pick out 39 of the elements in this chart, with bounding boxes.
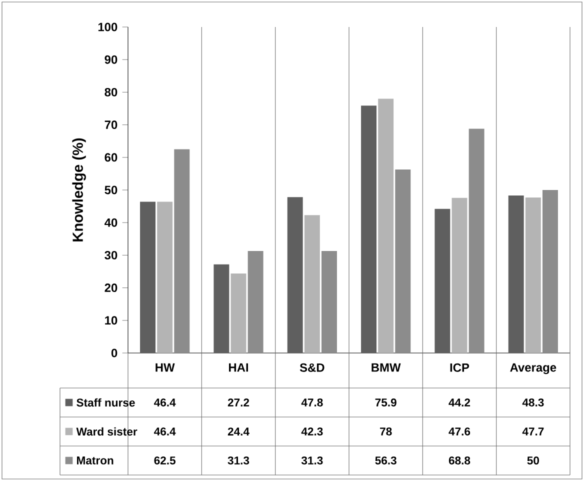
- data-label: 47.8: [301, 398, 323, 406]
- data-label: 47.7: [522, 428, 544, 436]
- data-label: 62.5: [154, 456, 176, 464]
- data-label: 47.6: [448, 428, 470, 436]
- data-label: 31.3: [228, 456, 250, 464]
- x-tick-label: ICP: [450, 363, 470, 372]
- data-label: 46.4: [154, 398, 176, 406]
- data-label: 78: [380, 428, 392, 436]
- data-label: 44.2: [448, 398, 470, 406]
- x-tick-label: BMW: [372, 363, 401, 372]
- data-label: 27.2: [228, 398, 250, 406]
- y-tick-label: 80: [104, 88, 118, 96]
- data-label: 48.3: [522, 398, 544, 406]
- y-tick-label: 0: [111, 348, 118, 358]
- data-label: 24.4: [228, 428, 250, 436]
- y-tick-label: 50: [104, 186, 118, 194]
- y-tick-label: 20: [104, 284, 118, 292]
- legend-label: Ward sister: [76, 427, 138, 436]
- y-tick-label: 70: [104, 120, 118, 130]
- y-tick-label: 40: [104, 218, 118, 227]
- y-tick-label: 90: [104, 55, 118, 64]
- x-tick-label: Average: [510, 363, 556, 374]
- data-label: 46.4: [154, 428, 176, 436]
- data-label: 75.9: [375, 398, 396, 406]
- x-tick-label: S&D: [300, 363, 324, 372]
- data-label: 42.3: [301, 428, 323, 436]
- y-axis-title: Knowledge (%): [72, 138, 86, 242]
- x-tick-label: HW: [156, 363, 175, 372]
- data-label: 68.8: [448, 456, 470, 464]
- y-tick-label: 100: [98, 22, 118, 32]
- legend-label: Matron: [77, 456, 114, 464]
- y-tick-label: 30: [104, 250, 118, 260]
- x-tick-label: HAI: [228, 363, 248, 372]
- data-label: 56.3: [375, 456, 396, 464]
- legend-label: Staff nurse: [76, 398, 135, 407]
- data-label: 31.3: [301, 456, 323, 464]
- y-tick-label: 10: [105, 316, 118, 325]
- data-label: 50: [527, 456, 539, 464]
- y-tick-label: 60: [104, 153, 118, 162]
